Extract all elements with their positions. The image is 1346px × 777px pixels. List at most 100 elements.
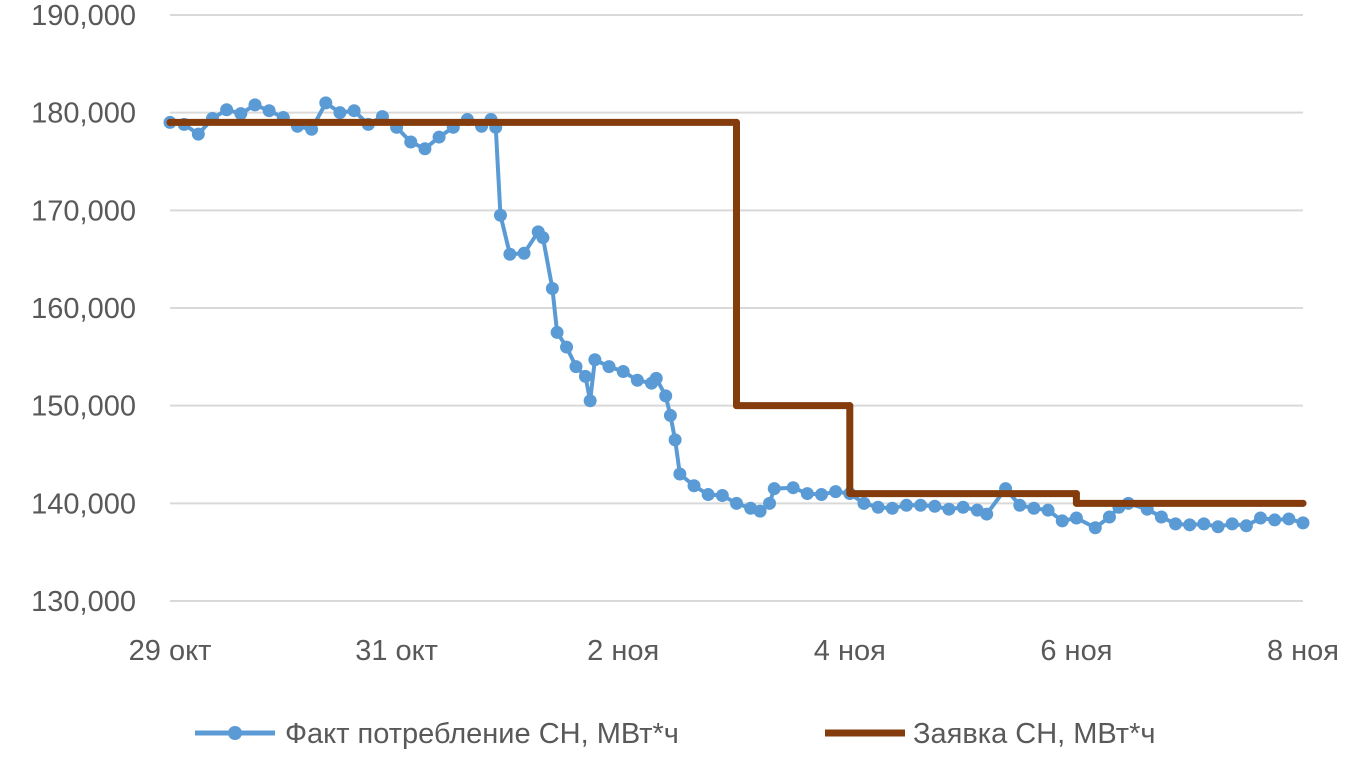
- y-tick-label: 180,000: [31, 98, 136, 130]
- data-point-fact: [493, 208, 507, 222]
- data-point-fact: [248, 98, 262, 112]
- x-tick-label: 2 ноя: [587, 635, 659, 667]
- data-point-fact: [234, 107, 248, 121]
- data-point-fact: [753, 504, 767, 518]
- data-point-fact: [578, 369, 592, 383]
- data-point-fact: [763, 496, 777, 510]
- x-tick-label: 6 ноя: [1040, 635, 1112, 667]
- data-point-fact: [814, 488, 828, 502]
- data-point-fact: [899, 498, 913, 512]
- data-point-fact: [333, 106, 347, 120]
- data-point-fact: [956, 500, 970, 514]
- data-point-request: [733, 402, 740, 410]
- y-axis-ticks: 190,000 180,000 170,000 160,000 150,000 …: [31, 0, 136, 618]
- data-point-fact: [1055, 514, 1069, 528]
- data-point-fact: [560, 340, 574, 354]
- y-tick-label: 130,000: [31, 586, 136, 618]
- data-point-fact: [649, 371, 663, 385]
- data-point-fact: [1254, 511, 1268, 525]
- data-point-fact: [1282, 512, 1296, 526]
- legend-item-request: Заявка СН, МВт*ч: [825, 718, 1155, 750]
- data-point-fact: [583, 394, 597, 408]
- data-point-fact: [1225, 517, 1239, 531]
- data-point-fact: [517, 246, 531, 260]
- data-point-fact: [871, 500, 885, 514]
- data-point-fact: [980, 507, 994, 521]
- data-point-fact: [914, 498, 928, 512]
- legend-label-fact: Факт потребление СН, МВт*ч: [285, 718, 679, 750]
- data-point-fact: [1013, 498, 1027, 512]
- data-point-fact: [220, 103, 234, 117]
- data-point-fact: [715, 489, 729, 503]
- data-point-fact: [673, 467, 687, 481]
- series-line-request: [166, 118, 1307, 507]
- data-point-fact: [1211, 520, 1225, 534]
- data-point-request: [846, 402, 854, 410]
- data-point-fact: [347, 104, 361, 118]
- data-point-fact: [928, 499, 942, 513]
- data-point-fact: [536, 231, 550, 245]
- data-point-fact: [687, 479, 701, 493]
- y-tick-label: 150,000: [31, 391, 136, 423]
- data-point-request: [1299, 499, 1307, 507]
- data-point-request: [1072, 499, 1080, 507]
- data-point-fact: [550, 325, 564, 339]
- data-point-fact: [1041, 503, 1055, 517]
- data-point-request: [1072, 490, 1080, 498]
- data-point-fact: [1239, 519, 1253, 533]
- x-tick-label: 8 ноя: [1267, 635, 1339, 667]
- data-point-fact: [602, 360, 616, 374]
- data-point-fact: [829, 485, 843, 499]
- data-point-fact: [1102, 510, 1116, 524]
- legend-marker-fact: [228, 726, 242, 740]
- legend-item-fact: Факт потребление СН, МВт*ч: [195, 718, 679, 750]
- x-tick-label: 29 окт: [129, 635, 212, 667]
- series-layer: [163, 96, 1310, 535]
- data-point-fact: [305, 122, 319, 136]
- data-point-fact: [262, 104, 276, 118]
- data-point-request: [166, 118, 174, 126]
- data-point-fact: [1183, 518, 1197, 532]
- data-point-fact: [616, 364, 630, 378]
- data-point-fact: [857, 496, 871, 510]
- data-point-fact: [569, 360, 583, 374]
- data-point-request: [846, 490, 854, 498]
- y-tick-label: 160,000: [31, 293, 136, 325]
- data-point-fact: [503, 247, 517, 261]
- data-point-fact: [404, 135, 418, 149]
- data-point-fact: [191, 127, 205, 141]
- data-point-fact: [1027, 501, 1041, 515]
- data-point-fact: [885, 501, 899, 515]
- data-point-fact: [418, 142, 432, 156]
- data-point-fact: [730, 496, 743, 510]
- data-point-fact: [630, 373, 644, 387]
- data-point-fact: [767, 482, 781, 496]
- data-point-fact: [1154, 510, 1168, 524]
- data-point-fact: [663, 408, 677, 422]
- data-point-fact: [432, 130, 446, 144]
- x-tick-label: 31 окт: [355, 635, 438, 667]
- data-point-fact: [1169, 517, 1183, 531]
- data-point-fact: [668, 433, 682, 447]
- legend-label-request: Заявка СН, МВт*ч: [913, 718, 1155, 750]
- series-request: [166, 118, 1307, 507]
- y-tick-label: 170,000: [31, 195, 136, 227]
- y-tick-label: 190,000: [31, 0, 136, 32]
- data-point-fact: [319, 96, 333, 110]
- data-point-fact: [588, 353, 602, 367]
- y-tick-label: 140,000: [31, 488, 136, 520]
- data-point-fact: [800, 487, 814, 501]
- data-point-fact: [1069, 511, 1083, 525]
- data-point-fact: [942, 502, 956, 516]
- data-point-fact: [1268, 513, 1282, 527]
- x-axis-ticks: 29 окт 31 окт 2 ноя 4 ноя 6 ноя 8 ноя: [129, 635, 1339, 667]
- data-point-fact: [545, 281, 559, 295]
- data-point-fact: [701, 488, 715, 502]
- legend: Факт потребление СН, МВт*ч Заявка СН, МВ…: [195, 718, 1155, 750]
- data-point-fact: [1296, 516, 1310, 530]
- x-tick-label: 4 ноя: [814, 635, 886, 667]
- data-point-request: [733, 118, 740, 126]
- data-point-fact: [786, 481, 800, 495]
- data-point-fact: [1197, 517, 1211, 531]
